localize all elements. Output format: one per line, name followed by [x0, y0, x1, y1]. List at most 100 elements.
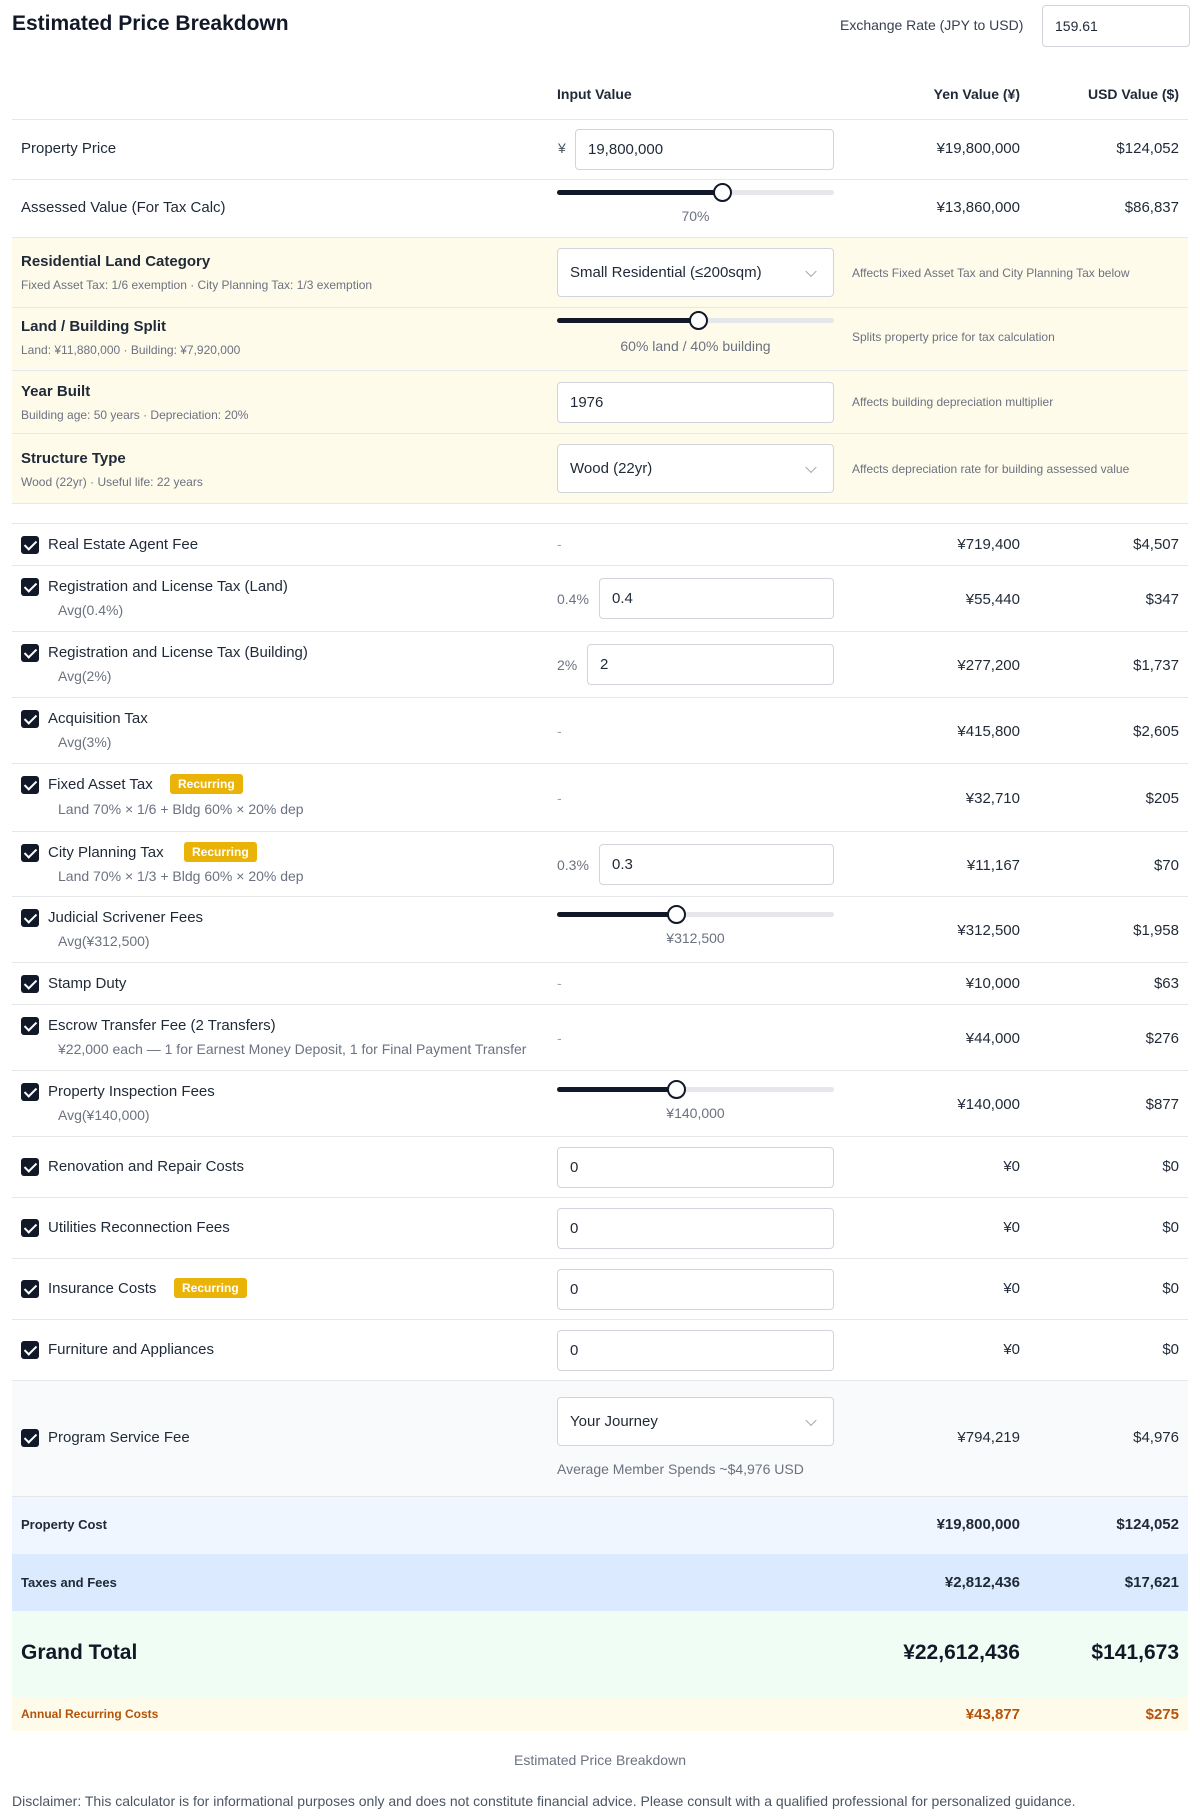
recurring-badge: Recurring	[184, 842, 257, 862]
insurance-yen: ¥0	[1003, 1280, 1020, 1297]
stamp-duty-label: Stamp Duty	[48, 975, 127, 992]
assessed-slider-thumb[interactable]	[712, 183, 732, 202]
land-category-note: Affects Fixed Asset Tax and City Plannin…	[852, 266, 1130, 280]
program-fee-yen: ¥794,219	[957, 1429, 1020, 1446]
exchange-rate-input[interactable]: 159.61	[1042, 5, 1190, 47]
scrivener-slider-fill	[557, 912, 677, 917]
renovation-input[interactable]: 0	[557, 1147, 834, 1188]
exchange-rate-value: 159.61	[1055, 18, 1098, 34]
fixed-asset-checkbox[interactable]	[21, 776, 39, 794]
furniture-input[interactable]: 0	[557, 1330, 834, 1371]
land-category-select[interactable]: Small Residential (≤200sqm)	[557, 248, 834, 297]
program-fee-usd: $4,976	[1133, 1429, 1179, 1446]
city-planning-sub: Land 70% × 1/3 + Bldg 60% × 20% dep	[58, 868, 304, 884]
acq-tax-usd: $2,605	[1133, 723, 1179, 740]
stamp-duty-checkbox[interactable]	[21, 975, 39, 993]
stamp-duty-yen: ¥10,000	[965, 975, 1020, 992]
section-spacer	[12, 504, 1188, 524]
stamp-duty-usd: $63	[1153, 975, 1179, 992]
assessed-usd: $86,837	[1124, 199, 1179, 216]
insurance-input[interactable]: 0	[557, 1269, 834, 1310]
inspection-slider-thumb[interactable]	[667, 1080, 687, 1099]
grand-total-row: Grand Total ¥22,612,436 $141,673	[12, 1611, 1188, 1697]
inspection-sub: Avg(¥140,000)	[58, 1107, 150, 1123]
city-planning-yen: ¥11,167	[966, 857, 1020, 874]
escrow-input: -	[557, 1030, 562, 1046]
stamp-duty-row: Stamp Duty - ¥10,000 $63	[12, 963, 1188, 1005]
year-built-input[interactable]: 1976	[557, 382, 834, 423]
reg-land-usd: $347	[1145, 591, 1179, 608]
acq-tax-checkbox[interactable]	[21, 710, 39, 728]
city-planning-checkbox[interactable]	[21, 844, 39, 862]
escrow-sub: ¥22,000 each — 1 for Earnest Money Depos…	[58, 1041, 527, 1057]
escrow-checkbox[interactable]	[21, 1017, 39, 1035]
reg-building-yen: ¥277,200	[957, 657, 1020, 674]
reg-land-yen: ¥55,440	[965, 591, 1020, 608]
assessed-slider[interactable]	[557, 183, 834, 202]
reg-land-value: 0.4	[612, 590, 633, 607]
fixed-asset-input: -	[557, 790, 562, 806]
property-cost-usd: $124,052	[1116, 1516, 1179, 1533]
program-fee-note: Average Member Spends ~$4,976 USD	[557, 1461, 804, 1477]
reg-land-input[interactable]: 0.4	[599, 578, 834, 619]
utilities-input[interactable]: 0	[557, 1208, 834, 1249]
reg-land-checkbox[interactable]	[21, 578, 39, 596]
reg-building-label: Registration and License Tax (Building)	[48, 644, 308, 661]
assessed-value-label: Assessed Value (For Tax Calc)	[21, 199, 226, 216]
structure-select[interactable]: Wood (22yr)	[557, 444, 834, 493]
reg-building-value: 2	[600, 656, 609, 673]
furniture-usd: $0	[1162, 1341, 1179, 1358]
scrivener-slider-thumb[interactable]	[667, 905, 687, 924]
year-built-label: Year Built	[21, 383, 91, 400]
fixed-asset-usd: $205	[1145, 790, 1179, 807]
escrow-usd: $276	[1145, 1030, 1179, 1047]
property-cost-yen: ¥19,800,000	[936, 1516, 1020, 1533]
acq-tax-sub: Avg(3%)	[58, 734, 112, 750]
inspection-slider[interactable]	[557, 1080, 834, 1099]
year-built-row: Year Built Building age: 50 years · Depr…	[12, 371, 1188, 434]
inspection-usd: $877	[1145, 1096, 1179, 1113]
recurring-badge: Recurring	[174, 1278, 247, 1298]
acq-tax-row: Acquisition Tax Avg(3%) - ¥415,800 $2,60…	[12, 698, 1188, 764]
acq-tax-label: Acquisition Tax	[48, 710, 148, 727]
utilities-yen: ¥0	[1003, 1219, 1020, 1236]
reg-land-label: Registration and License Tax (Land)	[48, 578, 288, 595]
annual-recurring-usd: $275	[1145, 1706, 1179, 1723]
utilities-checkbox[interactable]	[21, 1219, 39, 1237]
inspection-slider-value: ¥140,000	[666, 1105, 725, 1121]
column-header-row: Input Value Yen Value (¥) USD Value ($)	[12, 78, 1188, 120]
program-fee-select[interactable]: Your Journey	[557, 1397, 834, 1446]
fixed-asset-yen: ¥32,710	[965, 790, 1020, 807]
structure-sub: Wood (22yr) · Useful life: 22 years	[21, 475, 203, 489]
inspection-checkbox[interactable]	[21, 1083, 39, 1101]
program-fee-checkbox[interactable]	[21, 1429, 39, 1447]
reg-building-checkbox[interactable]	[21, 644, 39, 662]
property-price-yen: ¥19,800,000	[936, 140, 1020, 157]
col-yen-header: Yen Value (¥)	[933, 86, 1020, 102]
structure-row: Structure Type Wood (22yr) · Useful life…	[12, 434, 1188, 504]
land-split-slider-thumb[interactable]	[689, 311, 709, 330]
utilities-usd: $0	[1162, 1219, 1179, 1236]
land-split-slider[interactable]	[557, 311, 834, 330]
assessed-value-row: Assessed Value (For Tax Calc) 70% ¥13,86…	[12, 180, 1188, 238]
land-category-label: Residential Land Category	[21, 253, 211, 270]
assessed-slider-fill	[557, 190, 722, 195]
scrivener-slider[interactable]	[557, 905, 834, 924]
city-planning-input[interactable]: 0.3	[599, 844, 834, 885]
agent-fee-checkbox[interactable]	[21, 536, 39, 554]
furniture-checkbox[interactable]	[21, 1341, 39, 1359]
property-price-input[interactable]: 19,800,000	[575, 129, 834, 170]
land-split-note: Splits property price for tax calculatio…	[852, 330, 1055, 344]
city-planning-pct: 0.3%	[557, 857, 589, 873]
table-caption: Estimated Price Breakdown	[514, 1752, 686, 1768]
taxes-fees-yen: ¥2,812,436	[944, 1574, 1020, 1591]
land-split-slider-value: 60% land / 40% building	[620, 338, 771, 354]
reg-building-input[interactable]: 2	[587, 644, 834, 685]
annual-recurring-yen: ¥43,877	[965, 1706, 1020, 1723]
insurance-checkbox[interactable]	[21, 1280, 39, 1298]
renovation-value: 0	[570, 1159, 579, 1176]
scrivener-checkbox[interactable]	[21, 909, 39, 927]
renovation-checkbox[interactable]	[21, 1158, 39, 1176]
grand-total-yen: ¥22,612,436	[903, 1641, 1020, 1664]
renovation-label: Renovation and Repair Costs	[48, 1158, 244, 1175]
